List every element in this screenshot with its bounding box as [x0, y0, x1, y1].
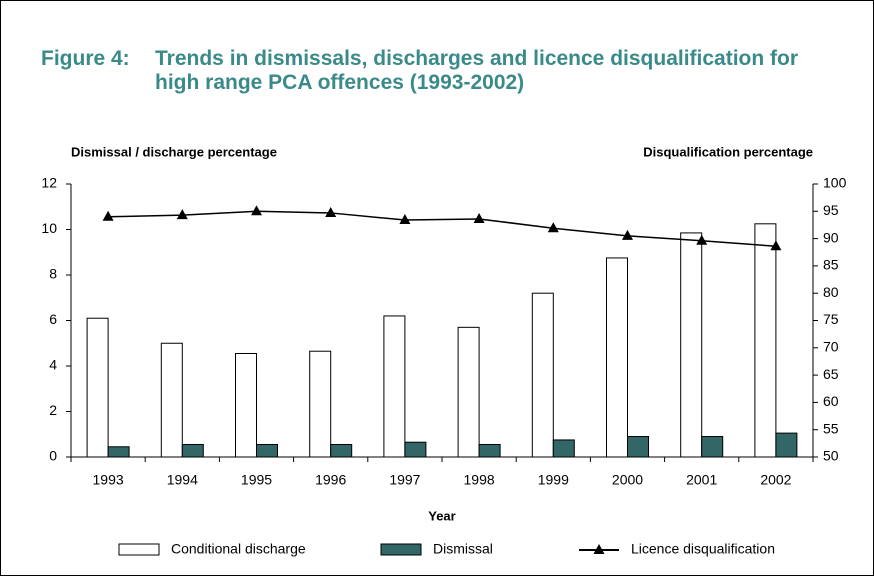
legend-swatch [118, 543, 160, 556]
title-block: Figure 4: Trends in dismissals, discharg… [41, 47, 841, 95]
line-marker [770, 240, 782, 251]
y-tick-label: 4 [49, 357, 57, 373]
y-tick-label: 10 [41, 220, 57, 236]
y2-tick-label: 70 [823, 339, 839, 355]
legend-label: Licence disqualification [631, 541, 775, 557]
y-tick-label: 8 [49, 266, 57, 282]
line-marker [622, 229, 633, 240]
bar [309, 350, 332, 458]
y2-tick-label: 100 [823, 175, 847, 191]
bar [606, 257, 628, 458]
bar [531, 292, 554, 458]
x-tick-label: 1998 [464, 472, 495, 488]
x-tick-label: 2002 [760, 472, 791, 488]
x-tick-label: 1995 [241, 472, 272, 488]
bar [107, 446, 130, 458]
x-tick-label: 1994 [167, 472, 198, 488]
y2-tick-label: 85 [823, 257, 839, 273]
x-tick-label: 1999 [538, 472, 569, 488]
y2-tick-label: 65 [823, 366, 839, 382]
y-tick-label: 2 [49, 402, 57, 418]
bar [330, 443, 353, 458]
y2-tick-label: 80 [823, 284, 839, 300]
figure-label: Figure 4: [41, 47, 130, 70]
bar [181, 443, 204, 458]
x-tick-label: 2000 [612, 472, 643, 488]
y2-tick-label: 50 [823, 448, 839, 464]
legend-marker [593, 544, 605, 554]
bar [775, 432, 798, 458]
x-tick-label: 1996 [315, 472, 346, 488]
bar [235, 352, 257, 458]
y2-tick-label: 90 [823, 229, 839, 245]
y-tick-label: 12 [41, 175, 57, 191]
bar [160, 342, 183, 458]
bar [754, 223, 777, 458]
x-tick-label: 1997 [389, 472, 420, 488]
y-tick-label: 6 [49, 311, 57, 327]
chart-title: Trends in dismissals, discharges and lic… [155, 47, 799, 94]
bar [478, 443, 501, 458]
legend-label: Conditional discharge [171, 541, 306, 557]
line-marker [102, 210, 114, 221]
y2-tick-label: 95 [823, 202, 839, 218]
legend-swatch [380, 543, 422, 556]
x-tick-label: 1993 [93, 472, 124, 488]
line [108, 210, 776, 247]
bar [383, 315, 406, 458]
x-tick-label: 2001 [686, 472, 717, 488]
x-axis-title: Year [428, 508, 455, 523]
line-marker [399, 214, 411, 225]
line-marker [251, 205, 262, 216]
bar [457, 326, 480, 458]
line-marker [547, 222, 559, 233]
y-axis-title: Dismissal / discharge percentage [71, 144, 277, 159]
legend-label: Dismissal [433, 541, 493, 557]
bar [256, 443, 278, 458]
y2-tick-label: 55 [823, 420, 839, 436]
y2-tick-label: 75 [823, 311, 839, 327]
y2-tick-label: 60 [823, 393, 839, 409]
bar [701, 436, 724, 458]
bar [627, 436, 649, 458]
bar [404, 441, 427, 458]
line-marker [176, 209, 188, 220]
bar [552, 439, 575, 458]
bar [680, 232, 703, 458]
y-tick-label: 0 [49, 448, 57, 464]
y2-axis-title: Disqualification percentage [643, 144, 813, 159]
line-marker [325, 206, 337, 217]
line-marker [696, 234, 708, 245]
line-marker [473, 212, 485, 223]
bar [86, 317, 109, 458]
